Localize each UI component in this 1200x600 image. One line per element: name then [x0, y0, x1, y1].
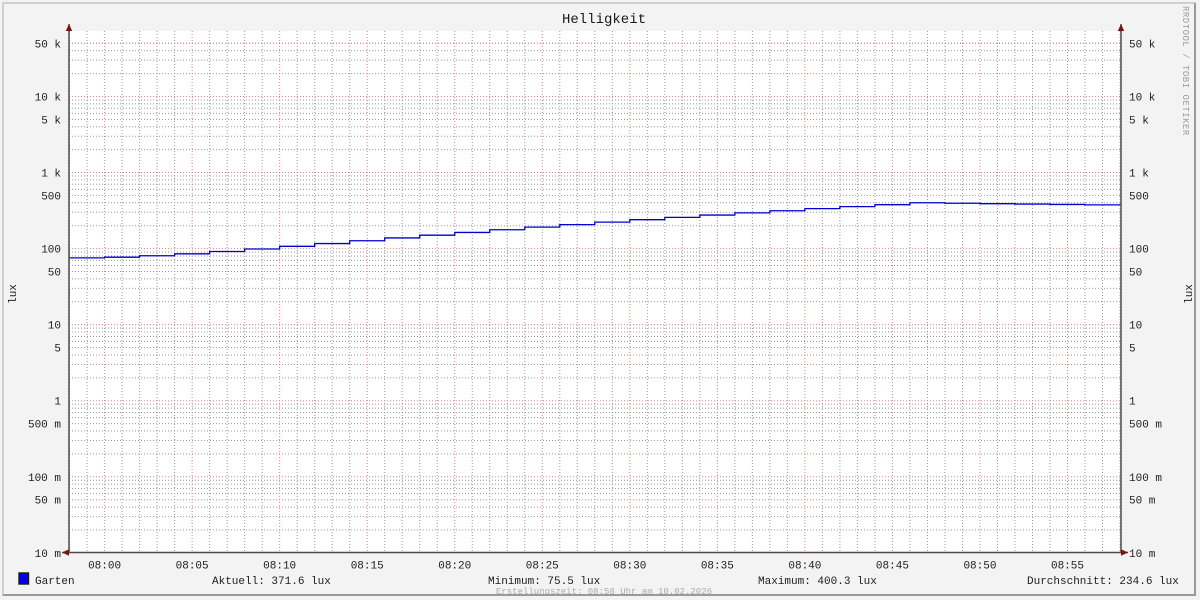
- svg-text:08:05: 08:05: [176, 561, 209, 573]
- svg-text:100: 100: [1129, 245, 1149, 257]
- svg-text:1 k: 1 k: [41, 169, 61, 181]
- svg-text:10 k: 10 k: [35, 92, 62, 104]
- svg-text:500: 500: [1129, 191, 1149, 203]
- svg-text:Aktuell: 371.6 lux: Aktuell: 371.6 lux: [212, 576, 331, 588]
- svg-text:50: 50: [48, 268, 61, 280]
- svg-text:500: 500: [41, 191, 61, 203]
- svg-text:10 m: 10 m: [1129, 549, 1156, 561]
- svg-text:5 k: 5 k: [41, 115, 61, 127]
- svg-text:Garten: Garten: [35, 576, 75, 588]
- svg-text:1 k: 1 k: [1129, 169, 1149, 181]
- svg-text:10: 10: [48, 321, 61, 333]
- svg-text:08:35: 08:35: [701, 561, 734, 573]
- svg-text:5 k: 5 k: [1129, 115, 1149, 127]
- svg-text:lux: lux: [8, 284, 20, 304]
- svg-text:lux: lux: [1184, 284, 1196, 304]
- svg-text:50 m: 50 m: [1129, 496, 1156, 508]
- svg-text:08:00: 08:00: [88, 561, 121, 573]
- svg-text:Durchschnitt: 234.6 lux: Durchschnitt: 234.6 lux: [1027, 576, 1179, 588]
- svg-text:08:20: 08:20: [438, 561, 471, 573]
- svg-text:100: 100: [41, 245, 61, 257]
- svg-text:50: 50: [1129, 268, 1142, 280]
- svg-text:5: 5: [1129, 344, 1136, 356]
- svg-text:100 m: 100 m: [1129, 473, 1162, 485]
- svg-text:08:30: 08:30: [613, 561, 646, 573]
- svg-text:Maximum: 400.3 lux: Maximum: 400.3 lux: [758, 576, 877, 588]
- svg-text:10 k: 10 k: [1129, 92, 1156, 104]
- svg-text:5: 5: [54, 344, 61, 356]
- svg-text:08:45: 08:45: [876, 561, 909, 573]
- svg-text:50 k: 50 k: [35, 39, 62, 51]
- svg-text:08:25: 08:25: [526, 561, 559, 573]
- svg-text:100 m: 100 m: [28, 473, 61, 485]
- svg-text:08:55: 08:55: [1051, 561, 1084, 573]
- svg-text:1: 1: [1129, 397, 1136, 409]
- svg-text:Erstellungszeit: 08:58 Uhr am: Erstellungszeit: 08:58 Uhr am 10.02.2026: [496, 587, 712, 596]
- svg-text:08:50: 08:50: [963, 561, 996, 573]
- svg-text:10: 10: [1129, 321, 1142, 333]
- svg-text:08:15: 08:15: [351, 561, 384, 573]
- svg-text:08:40: 08:40: [788, 561, 821, 573]
- svg-text:Helligkeit: Helligkeit: [562, 12, 646, 28]
- svg-text:08:10: 08:10: [263, 561, 296, 573]
- svg-text:500 m: 500 m: [28, 420, 61, 432]
- svg-text:50 k: 50 k: [1129, 39, 1156, 51]
- svg-text:10 m: 10 m: [35, 549, 62, 561]
- svg-text:500 m: 500 m: [1129, 420, 1162, 432]
- svg-text:1: 1: [54, 397, 61, 409]
- svg-text:50 m: 50 m: [35, 496, 62, 508]
